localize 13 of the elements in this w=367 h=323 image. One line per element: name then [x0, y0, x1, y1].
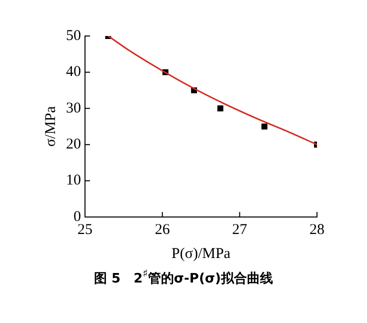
- y-tick-label: 30: [66, 100, 81, 116]
- y-tick-label: 10: [66, 172, 81, 189]
- x-tick-label: 26: [154, 222, 170, 238]
- y-tick-label: 40: [66, 64, 81, 80]
- x-axis-title: P(σ)/MPa: [172, 246, 231, 262]
- y-axis-title: σ/MPa: [42, 106, 59, 147]
- point: [217, 105, 224, 112]
- y-tick-label: 20: [66, 136, 81, 153]
- text: 图 5 2$^{♯}$管的σ-P(σ)拟合曲线: [93, 267, 274, 288]
- x-tick-label: 27: [232, 222, 248, 238]
- x-tick-label: 28: [310, 222, 324, 238]
- point: [261, 124, 268, 130]
- y-tick-label: 50: [66, 28, 81, 44]
